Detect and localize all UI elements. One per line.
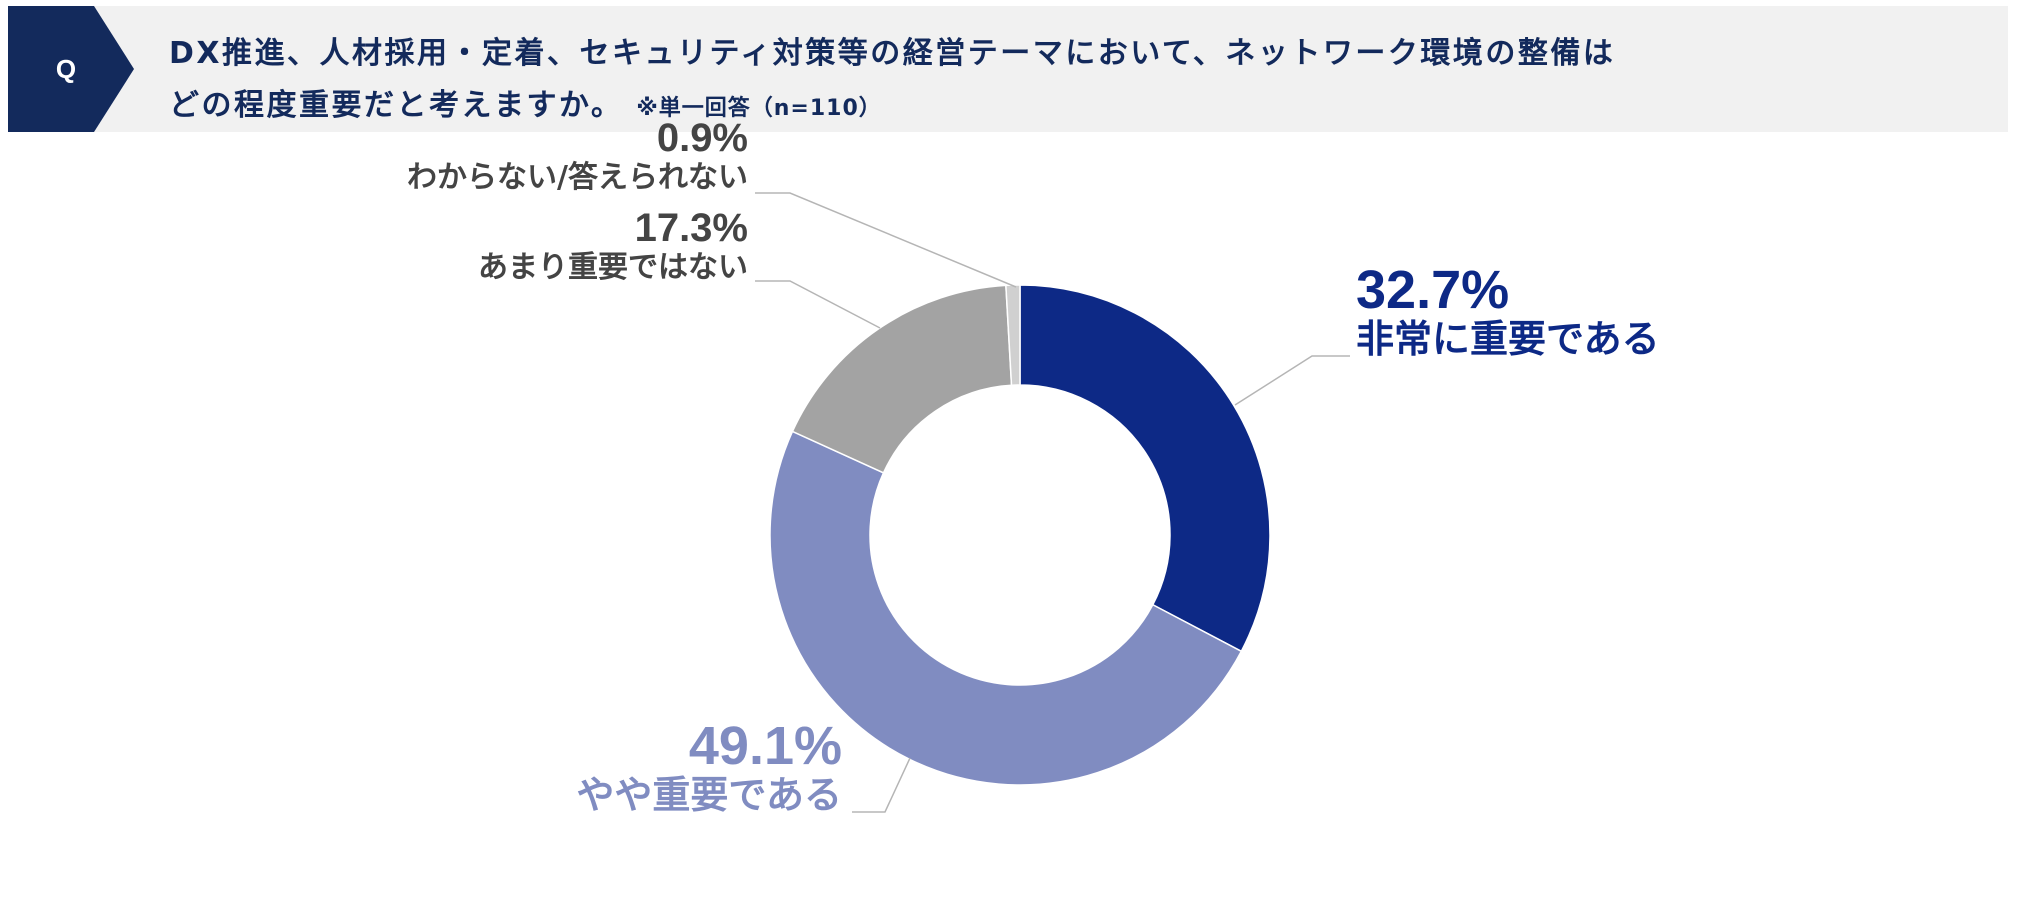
question-badge-label: Q: [55, 54, 77, 84]
slice-4-value-label: 0.9%: [657, 116, 748, 160]
donut-slices: [769, 284, 1271, 786]
slice-2: [769, 430, 1243, 786]
question-header: Q DX推進、人材採用・定着、セキュリティ対策等の経営テーマにおいて、ネットワー…: [8, 6, 2008, 132]
slice-3-leader-line: [755, 280, 881, 329]
slice-4-category-label: わからない/答えられない: [407, 160, 748, 195]
slice-2-leader-line: [852, 757, 911, 813]
slice-2-value-label: 49.1%: [689, 716, 842, 776]
slice-3-value-label: 17.3%: [635, 206, 748, 250]
slice-labels: 32.7%非常に重要である 49.1%やや重要である 17.3%あまり重要ではない 0…: [407, 116, 1660, 817]
question-badge-shape: [8, 6, 134, 132]
slice-1-value-label: 32.7%: [1356, 260, 1509, 320]
slice-3-category-label: あまり重要ではない: [478, 250, 748, 285]
sample-size-note: ※単一回答（n=110）: [636, 96, 882, 121]
question-text-line-2-body: どの程度重要だと考えますか。: [169, 88, 624, 123]
slice-1: [1019, 284, 1271, 653]
slice-2-category-label: やや重要である: [576, 773, 842, 817]
slice-4-leader-line: [755, 192, 1017, 288]
leader-lines: [755, 192, 1350, 813]
slice-1-leader-line: [1234, 355, 1350, 406]
slice-1-category-label: 非常に重要である: [1356, 317, 1660, 361]
question-badge: [8, 6, 134, 132]
question-text-line-1: DX推進、人材採用・定着、セキュリティ対策等の経営テーマにおいて、ネットワーク環…: [169, 36, 1616, 71]
question-text-line-2: どの程度重要だと考えますか。 ※単一回答（n=110）: [169, 80, 882, 124]
slice-3: [791, 284, 1013, 474]
